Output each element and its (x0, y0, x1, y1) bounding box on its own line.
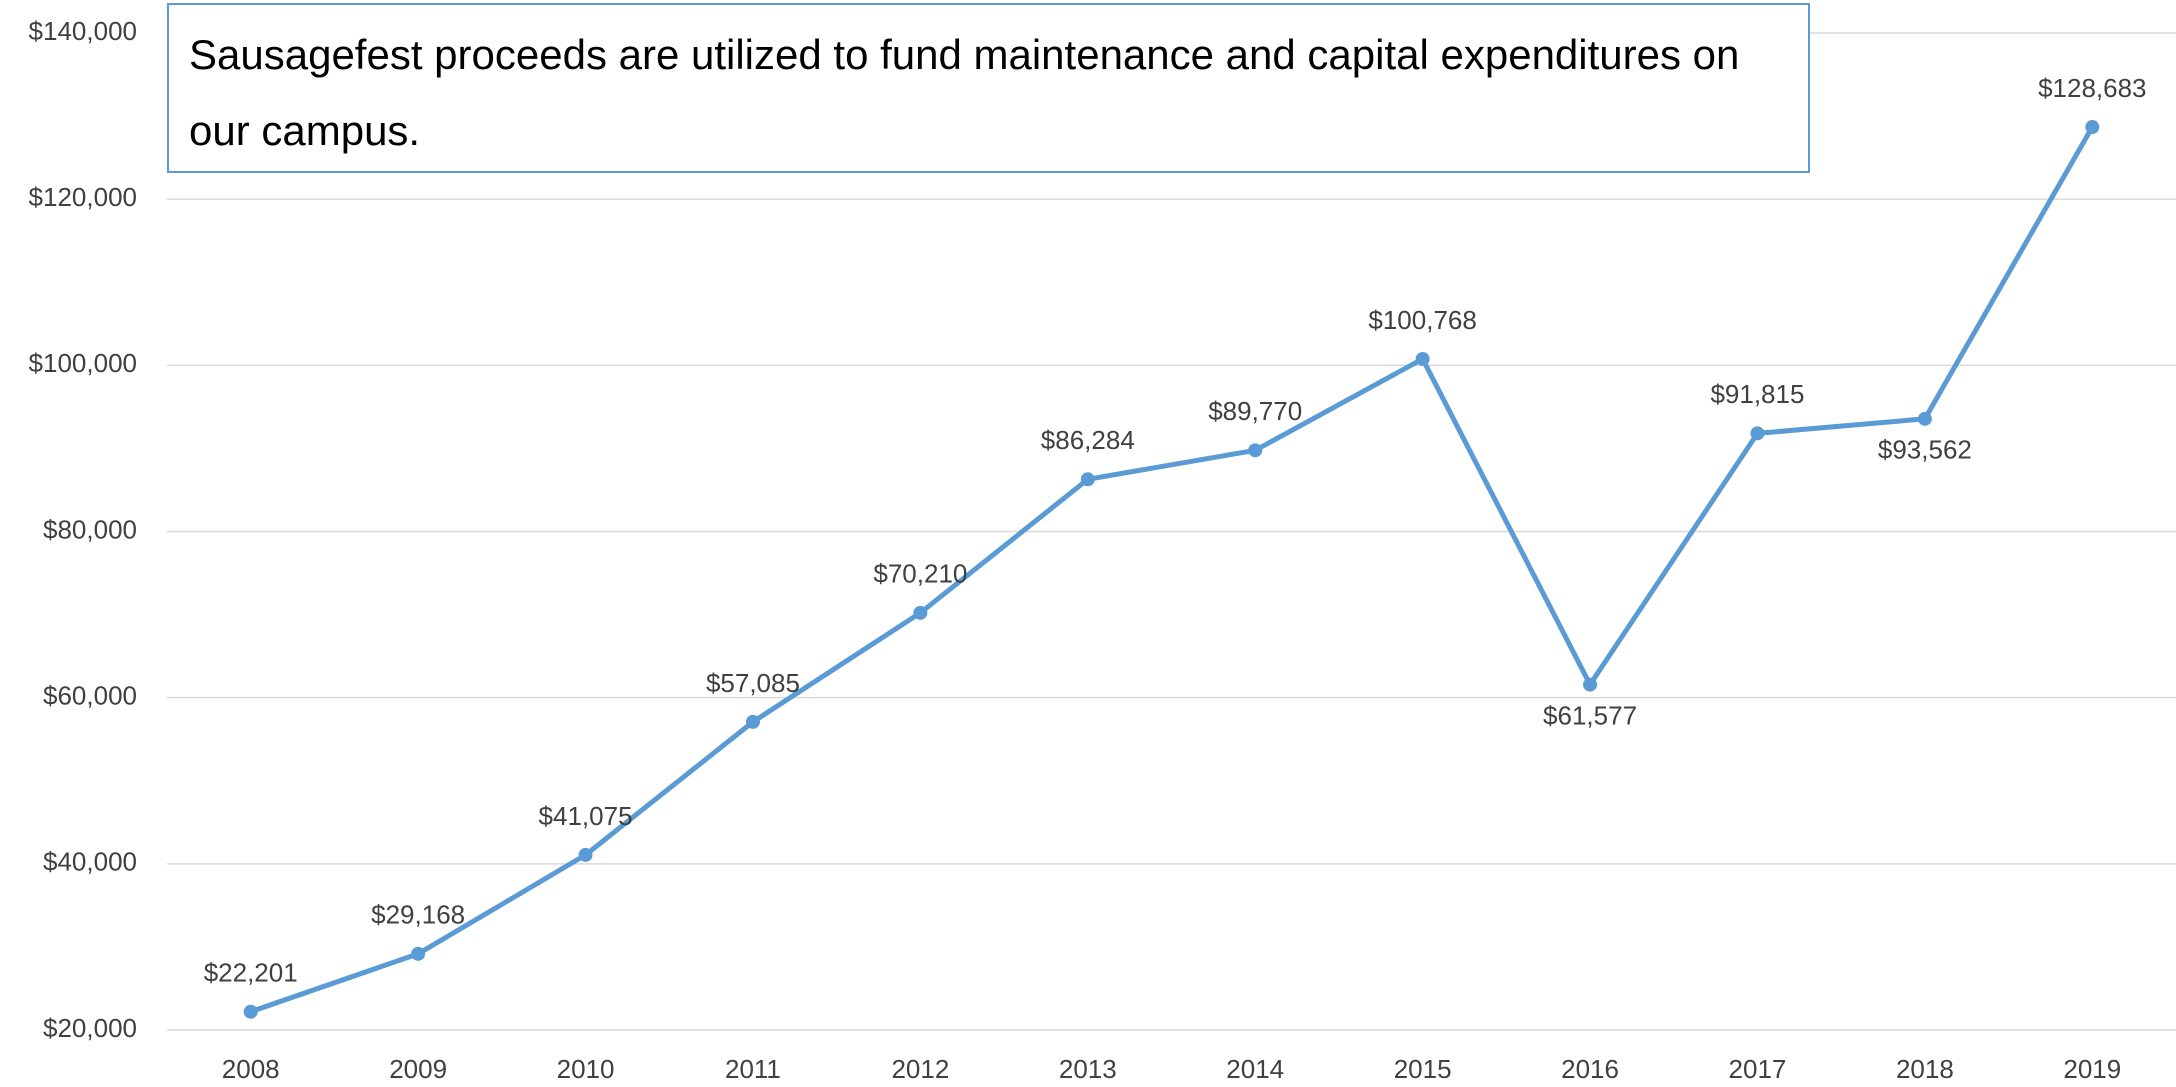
point (411, 946, 426, 961)
x-tick-label: 2009 (389, 1054, 447, 1084)
x-tick-label: 2016 (1561, 1054, 1619, 1084)
data-label: $61,577 (1543, 700, 1637, 730)
point (2085, 120, 2100, 135)
y-tick-label: $140,000 (29, 16, 137, 46)
data-label: $100,768 (1368, 305, 1476, 335)
point (1415, 351, 1430, 366)
data-label: $41,075 (539, 801, 633, 831)
x-tick-label: 2013 (1059, 1054, 1117, 1084)
x-tick-label: 2017 (1729, 1054, 1787, 1084)
data-label: $93,562 (1878, 435, 1972, 465)
data-label: $29,168 (371, 900, 465, 930)
point (913, 605, 928, 620)
y-tick-label: $60,000 (43, 681, 137, 711)
x-tick-label: 2010 (557, 1054, 615, 1084)
point (1750, 426, 1765, 441)
x-tick-label: 2014 (1226, 1054, 1284, 1084)
x-tick-label: 2018 (1896, 1054, 1954, 1084)
data-label: $22,201 (204, 958, 298, 988)
x-tick-label: 2008 (222, 1054, 280, 1084)
point (1583, 677, 1598, 692)
data-label: $91,815 (1710, 379, 1804, 409)
data-label: $128,683 (2038, 73, 2146, 103)
point (1248, 443, 1263, 458)
data-label: $89,770 (1208, 396, 1302, 426)
line (249, 125, 2095, 1015)
annotation: Sausagefest proceeds are utilized to fun… (167, 3, 1810, 173)
x-tick-label: 2015 (1394, 1054, 1452, 1084)
data-label: $86,284 (1041, 425, 1135, 455)
y-tick-label: $120,000 (29, 182, 137, 212)
x-tick-label: 2012 (891, 1054, 949, 1084)
y-tick-label: $40,000 (43, 847, 137, 877)
data-label: $57,085 (706, 668, 800, 698)
point (578, 847, 593, 862)
y-tick-label: $100,000 (29, 348, 137, 378)
point (243, 1004, 258, 1019)
x-tick-label: 2019 (2063, 1054, 2121, 1084)
point (1080, 472, 1095, 487)
y-tick-label: $80,000 (43, 514, 137, 544)
point (1917, 411, 1932, 426)
point (745, 714, 760, 729)
x-tick-label: 2011 (725, 1054, 781, 1084)
data-label: $70,210 (873, 559, 967, 589)
y-tick-label: $20,000 (43, 1013, 137, 1043)
